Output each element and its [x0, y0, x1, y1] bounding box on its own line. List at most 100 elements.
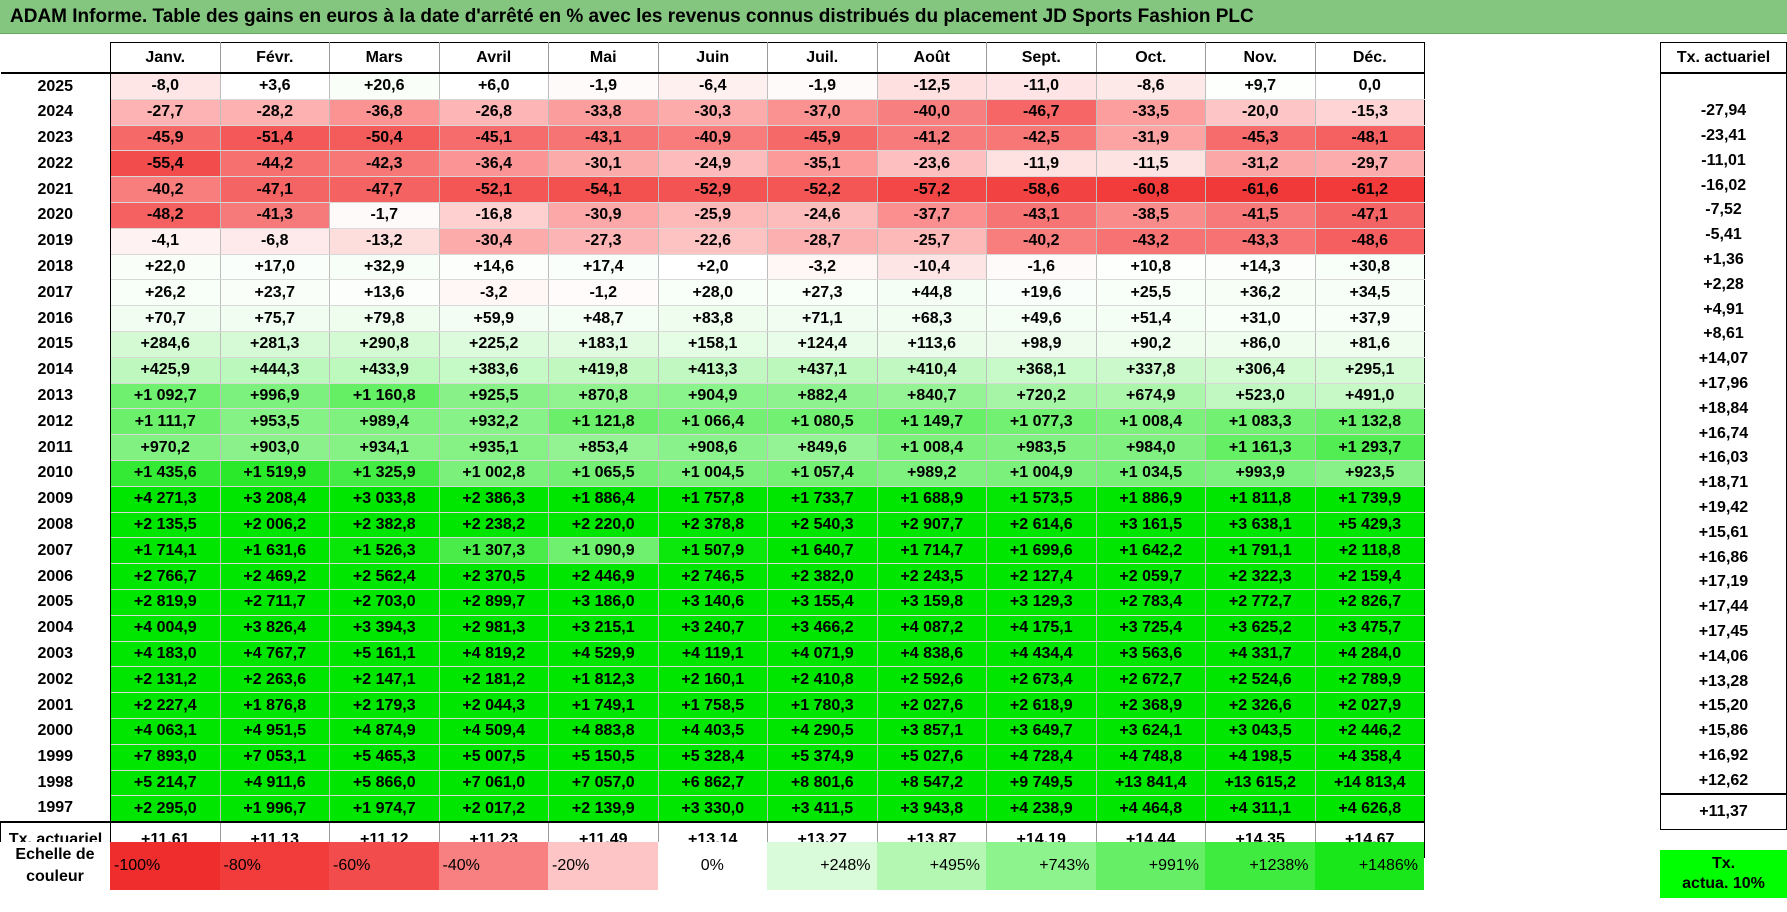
- year-rate-cell: +15,86: [1660, 718, 1787, 744]
- gain-cell: +4 358,4: [1315, 744, 1425, 771]
- year-rate-cell: +12,62: [1660, 768, 1787, 795]
- year-label: 2006: [0, 563, 111, 590]
- year-rate-cell: +14,06: [1660, 644, 1787, 670]
- total-rate-cell: +11,37: [1660, 793, 1787, 831]
- gain-cell: -40,2: [110, 176, 221, 203]
- gain-cell: +17,0: [220, 254, 330, 281]
- year-label: 2001: [0, 692, 111, 719]
- legend-swatch: +991%: [1095, 842, 1205, 890]
- gain-cell: +840,7: [877, 383, 987, 410]
- gain-cell: +2 160,1: [658, 666, 768, 694]
- legend-label-line2: couleur: [26, 868, 84, 885]
- gain-cell: -51,4: [220, 125, 330, 152]
- year-rate-cell: -27,94: [1660, 98, 1787, 124]
- gain-cell: +2 017,2: [439, 795, 549, 823]
- gain-cell: +19,6: [986, 279, 1097, 307]
- gain-cell: -41,5: [1205, 202, 1316, 229]
- gain-cell: +1 111,7: [110, 408, 221, 436]
- year-label: 1998: [0, 770, 111, 796]
- gain-cell: +2 370,5: [439, 563, 549, 590]
- gain-cell: -26,8: [439, 99, 549, 126]
- gain-cell: +989,2: [877, 460, 987, 487]
- gain-cell: +2 059,7: [1096, 563, 1206, 590]
- gain-cell: -52,9: [658, 176, 768, 203]
- gain-cell: -6,4: [658, 73, 768, 100]
- gain-cell: +2 783,4: [1096, 589, 1206, 616]
- gain-cell: +32,9: [329, 254, 440, 281]
- gain-cell: +3 155,4: [767, 589, 878, 616]
- month-header-2: Févr.: [220, 42, 330, 74]
- gain-cell: -41,3: [220, 202, 330, 229]
- gain-cell: -30,3: [658, 99, 768, 126]
- gain-cell: +5 214,7: [110, 770, 221, 797]
- gain-cell: +4 464,8: [1096, 795, 1206, 823]
- gain-cell: +2 772,7: [1205, 589, 1316, 616]
- gain-cell: +113,6: [877, 331, 987, 358]
- gain-cell: +1 812,3: [548, 666, 659, 694]
- gain-cell: +410,4: [877, 357, 987, 384]
- month-header-3: Mars: [329, 42, 440, 74]
- gain-cell: +2 044,3: [439, 692, 549, 719]
- gain-cell: -33,8: [548, 99, 659, 126]
- gain-cell: +4 883,8: [548, 718, 659, 745]
- gain-cell: +10,8: [1096, 254, 1206, 281]
- gain-cell: +68,3: [877, 305, 987, 332]
- rate-10-swatch: Tx. actua. 10%: [1660, 850, 1787, 898]
- gain-cell: -23,6: [877, 150, 987, 178]
- table-row: 2000 +4 063,1 +4 951,5 +4 874,9 +4 509,4 +4 8…: [0, 718, 1425, 745]
- table-row: 2010 +1 435,6 +1 519,9 +1 325,9 +1 002,8 +1 0…: [0, 460, 1425, 487]
- gain-cell: +83,8: [658, 305, 768, 332]
- gain-cell: +3 411,5: [767, 795, 878, 823]
- year-label: 2015: [0, 331, 111, 358]
- gain-cell: -28,7: [767, 228, 878, 255]
- gain-cell: -11,5: [1096, 150, 1206, 178]
- gain-cell: +13,6: [329, 279, 440, 307]
- gain-cell: -31,2: [1205, 150, 1316, 178]
- gain-cell: +923,5: [1315, 460, 1425, 487]
- gain-cell: +4 198,5: [1205, 744, 1316, 771]
- gain-cell: +7 057,0: [548, 770, 659, 797]
- gain-cell: -47,1: [1315, 202, 1425, 229]
- gain-cell: -40,0: [877, 99, 987, 126]
- table-row: 2012 +1 111,7 +953,5 +989,4 +932,2 +1 121,8 +1…: [0, 408, 1425, 436]
- gain-cell: +904,9: [658, 383, 768, 410]
- gain-cell: +295,1: [1315, 357, 1425, 384]
- legend-swatch: +1238%: [1205, 842, 1315, 890]
- gain-cell: -43,2: [1096, 228, 1206, 255]
- table-row: 2014 +425,9 +444,3 +433,9 +383,6 +419,8 +413,3…: [0, 357, 1425, 384]
- gain-cell: +2 139,9: [548, 795, 659, 823]
- gain-cell: -41,2: [877, 125, 987, 152]
- gain-cell: +5 027,6: [877, 744, 987, 771]
- gain-cell: +36,2: [1205, 279, 1316, 307]
- gain-cell: +3 208,4: [220, 486, 330, 513]
- gain-cell: +34,5: [1315, 279, 1425, 307]
- gain-cell: +25,5: [1096, 279, 1206, 307]
- gain-cell: -40,2: [986, 228, 1097, 255]
- gain-cell: +37,9: [1315, 305, 1425, 332]
- gain-cell: +2 027,6: [877, 692, 987, 719]
- legend-swatch: 0%: [657, 842, 767, 890]
- gain-cell: +2 118,8: [1315, 537, 1425, 565]
- gain-cell: +90,2: [1096, 331, 1206, 358]
- year-label: 2017: [0, 279, 111, 306]
- gain-cell: -29,7: [1315, 150, 1425, 178]
- gain-cell: +983,5: [986, 434, 1097, 461]
- gain-cell: +2 295,0: [110, 795, 221, 823]
- gain-cell: -48,1: [1315, 125, 1425, 152]
- gain-cell: +3 161,5: [1096, 512, 1206, 539]
- legend-swatch: -80%: [219, 842, 329, 890]
- month-header-4: Avril: [439, 42, 549, 74]
- gain-cell: +437,1: [767, 357, 878, 384]
- gain-cell: +2 382,8: [329, 512, 440, 539]
- gain-cell: -48,2: [110, 202, 221, 229]
- gain-cell: +2 540,3: [767, 512, 878, 539]
- gain-cell: +2 368,9: [1096, 692, 1206, 719]
- gain-cell: +2 131,2: [110, 666, 221, 694]
- year-rate-cell: -5,41: [1660, 222, 1787, 248]
- gain-cell: +2 181,2: [439, 666, 549, 694]
- gain-cell: +2 981,3: [439, 615, 549, 642]
- gain-cell: +1 065,5: [548, 460, 659, 487]
- gain-cell: +934,1: [329, 434, 440, 461]
- gain-cell: +2 766,7: [110, 563, 221, 590]
- gain-cell: +2 263,6: [220, 666, 330, 694]
